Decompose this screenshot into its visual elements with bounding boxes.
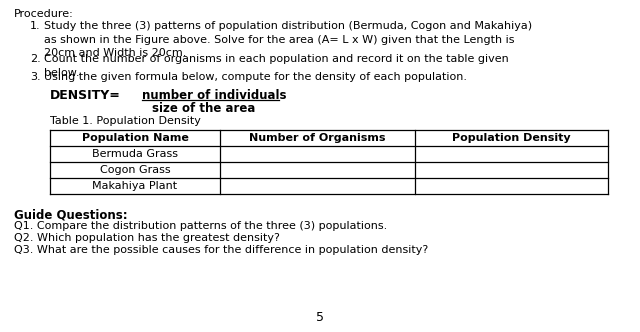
Text: Study the three (3) patterns of population distribution (Bermuda, Cogon and Maka: Study the three (3) patterns of populati… [44,21,532,58]
Text: Count the number of organisms in each population and record it on the table give: Count the number of organisms in each po… [44,54,509,78]
Text: Makahiya Plant: Makahiya Plant [92,181,177,191]
Text: Using the given formula below, compute for the density of each population.: Using the given formula below, compute f… [44,72,467,82]
Text: 2.: 2. [30,54,41,64]
Text: Q3. What are the possible causes for the difference in population density?: Q3. What are the possible causes for the… [14,245,428,255]
Text: 5: 5 [316,311,324,324]
Text: number of individuals: number of individuals [142,89,287,102]
Text: Cogon Grass: Cogon Grass [100,165,170,175]
Text: 1.: 1. [30,21,40,31]
Text: Q1. Compare the distribution patterns of the three (3) populations.: Q1. Compare the distribution patterns of… [14,221,387,231]
Text: Procedure:: Procedure: [14,9,74,19]
Text: 3.: 3. [30,72,40,82]
Text: Guide Questions:: Guide Questions: [14,208,127,221]
Text: Population Name: Population Name [81,133,188,143]
Text: Q2. Which population has the greatest density?: Q2. Which population has the greatest de… [14,233,280,243]
Text: DENSITY=: DENSITY= [50,89,121,102]
Text: Number of Organisms: Number of Organisms [249,133,386,143]
Text: Bermuda Grass: Bermuda Grass [92,149,178,159]
Text: Table 1. Population Density: Table 1. Population Density [50,116,201,126]
Text: size of the area: size of the area [152,102,255,115]
Text: Population Density: Population Density [452,133,571,143]
